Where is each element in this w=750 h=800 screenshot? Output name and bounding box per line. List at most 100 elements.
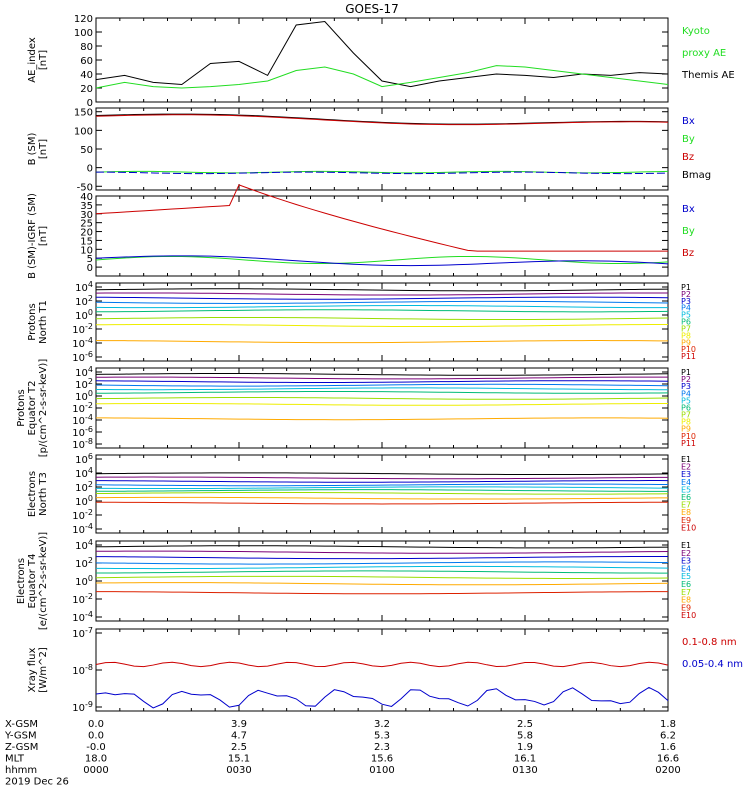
y-axis-label: [W/m^2] — [38, 647, 49, 693]
footer-value: 1.8 — [660, 719, 676, 730]
legend-entry: Bz — [682, 152, 694, 163]
y-tick-label: 15 — [80, 236, 93, 247]
footer-value: 16.1 — [514, 754, 536, 765]
y-tick-label: 100 — [75, 389, 93, 403]
legend-entry: E6 — [681, 580, 691, 589]
y-tick-label: 10-6 — [72, 350, 93, 364]
flux-line — [95, 496, 669, 500]
legend-entry: P4 — [681, 304, 691, 313]
footer-value: 0.0 — [88, 719, 104, 730]
legend-entry: P6 — [681, 318, 691, 327]
bz-line — [95, 184, 668, 252]
y-tick-label: 100 — [74, 126, 93, 137]
y-tick-label: 104 — [75, 466, 93, 480]
legend-entry: P11 — [681, 352, 696, 361]
flux-line — [95, 480, 669, 483]
legend-entry: E7 — [681, 501, 691, 510]
y-tick-label: 100 — [75, 494, 93, 508]
y-tick-label: 10-8 — [72, 663, 93, 677]
y-tick-label: 10-6 — [72, 425, 93, 439]
flux-line — [95, 316, 669, 321]
legend-entry: P9 — [681, 425, 691, 434]
by-line — [95, 255, 669, 265]
y-tick-label: 10-2 — [72, 322, 93, 336]
legend-entry: E4 — [681, 564, 691, 573]
y-tick-label: 30 — [80, 210, 93, 221]
y-tick-label: 10 — [80, 245, 93, 256]
y-axis-label: AE_index — [27, 37, 38, 83]
flux-line — [95, 323, 669, 328]
legend-entry: Kyoto — [682, 26, 710, 37]
footer-value: 18.0 — [85, 754, 107, 765]
plot-title: GOES-17 — [345, 2, 399, 16]
y-tick-label: 25 — [80, 219, 93, 230]
footer-value: 15.6 — [371, 754, 393, 765]
legend-entry: P1 — [681, 368, 691, 377]
legend-entry: E2 — [681, 463, 691, 472]
flux-line — [95, 570, 669, 574]
panel-7: 104 102 100 10-2 10-4 Electrons Equator T4 [e/(… — [16, 532, 696, 630]
y-tick-label: 102 — [75, 480, 93, 494]
flux-line — [95, 556, 669, 560]
y-tick-label: 0 — [87, 263, 93, 274]
legend-entry: E10 — [681, 611, 696, 620]
y-tick-label: -50 — [77, 182, 93, 193]
y-tick-label: 10-7 — [72, 626, 93, 640]
legend-entry: P8 — [681, 418, 691, 427]
footer-value: 3.9 — [231, 719, 247, 730]
y-axis-label: [p/(cm^2-s-sr-keV)] — [38, 359, 49, 458]
y-tick-label: 150 — [74, 108, 93, 119]
flux-line — [95, 565, 669, 570]
flux-line — [95, 486, 669, 490]
y-tick-label: 106 — [75, 452, 93, 466]
legend-entry: P1 — [681, 283, 691, 292]
y-tick-label: 60 — [80, 56, 93, 67]
y-axis-label: B (SM)-IGRF (SM) — [27, 193, 38, 279]
panel-1: 0 20 40 60 80 100 120 AE_index [nT] Kyoto proxy AE… — [27, 14, 735, 109]
y-tick-label: 10-4 — [72, 413, 93, 427]
legend-entry: Bx — [682, 204, 695, 215]
panel-2: -50 0 50 100 150 B (SM) [nT] Bx By Bz Bmag — [27, 107, 711, 193]
flux-line — [95, 582, 669, 586]
legend-entry: P7 — [681, 411, 691, 420]
y-tick-label: 5 — [87, 254, 93, 265]
footer-value: 2.5 — [231, 742, 247, 753]
flux-line — [95, 376, 669, 380]
y-axis-label: Equator T2 — [27, 381, 38, 436]
flux-line — [95, 417, 669, 421]
legend-entry: E6 — [681, 493, 691, 502]
legend-entry: E3 — [681, 557, 691, 566]
legend-entry: P3 — [681, 297, 691, 306]
y-tick-label: 10-4 — [72, 522, 93, 536]
y-axis-label: North T3 — [38, 472, 49, 516]
legend-entry: proxy AE — [682, 48, 726, 59]
flux-line — [95, 288, 669, 292]
bx-line — [95, 171, 669, 175]
flux-line — [95, 561, 669, 565]
footer-value: 4.7 — [231, 731, 247, 742]
y-tick-label: 80 — [80, 42, 93, 53]
legend-entry: E1 — [681, 455, 691, 464]
legend-entry: P10 — [681, 345, 696, 354]
legend-entry: Bmag — [682, 170, 711, 181]
legend-entry: P3 — [681, 382, 691, 391]
footer-value: 3.2 — [374, 719, 390, 730]
panel-frame — [95, 367, 669, 449]
footer-value: 1.6 — [660, 742, 676, 753]
legend-entry: P9 — [681, 338, 691, 347]
footer-row-label: Y-GSM — [4, 731, 37, 742]
flux-line — [95, 373, 669, 376]
xray-long-line — [95, 661, 669, 668]
y-tick-label: 40 — [80, 192, 93, 203]
legend-entry: E9 — [681, 603, 691, 612]
y-tick-label: 10-4 — [72, 336, 93, 350]
series-line — [95, 65, 669, 89]
legend-entry: E7 — [681, 588, 691, 597]
footer-value: 15.1 — [228, 754, 250, 765]
flux-line — [95, 591, 669, 595]
legend-entry: P8 — [681, 331, 691, 340]
legend-entry: P6 — [681, 403, 691, 412]
legend-entry: P11 — [681, 439, 696, 448]
